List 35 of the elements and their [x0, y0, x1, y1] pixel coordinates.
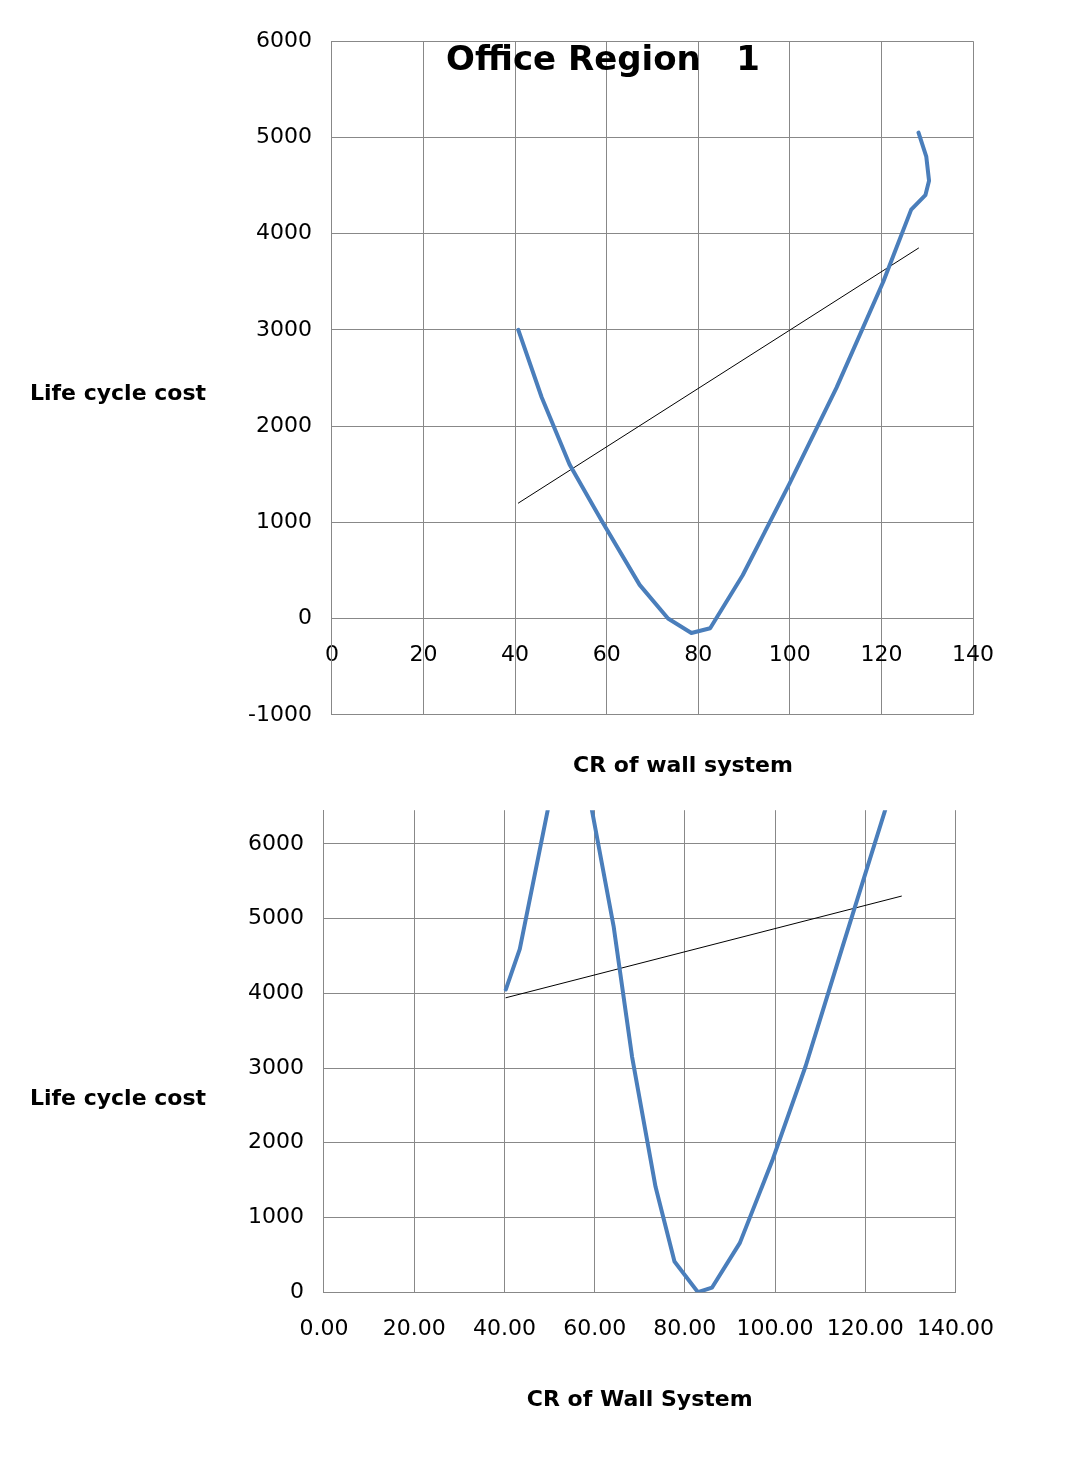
y-tick-label: -1000: [247, 700, 312, 726]
x-tick-label: 120.00: [826, 1315, 904, 1341]
x-tick-label: 20.00: [382, 1315, 446, 1341]
y-tick-label: 0: [297, 604, 312, 630]
y-tick-label: 0: [289, 1277, 304, 1303]
y-tick-label: 4000: [247, 979, 304, 1004]
x-tick-label: 140.00: [917, 1315, 994, 1341]
x-tick-label: 20: [409, 641, 438, 667]
y-tick-label: 1000: [255, 508, 312, 534]
y-tick-label: 2000: [247, 1128, 304, 1154]
chart-title: Office Region 1: [446, 38, 760, 79]
x-tick-label: 40: [501, 641, 530, 667]
x-tick-label: 60.00: [563, 1315, 627, 1341]
x-axis-title: CR of Wall System: [526, 1385, 753, 1411]
y-tick-label: 3000: [255, 315, 312, 341]
x-tick-label: 100.00: [736, 1315, 814, 1341]
y-axis-title: Life cycle cost: [29, 380, 207, 405]
x-tick-label: 0.00: [299, 1315, 349, 1341]
y-tick-label: 6000: [247, 829, 304, 855]
x-tick-label: 140: [952, 641, 994, 667]
y-tick-label: 3000: [247, 1053, 304, 1079]
x-tick-label: 120: [860, 641, 903, 667]
x-axis-title: CR of wall system: [573, 752, 793, 777]
y-tick-label: 5000: [247, 904, 304, 930]
x-tick-label: 100: [768, 641, 811, 667]
y-tick-label: 4000: [255, 219, 312, 245]
x-tick-label: 80: [684, 641, 713, 667]
x-tick-label: 40.00: [472, 1315, 536, 1341]
y-tick-label: 6000: [255, 26, 312, 52]
y-tick-label: 2000: [255, 411, 312, 437]
y-axis-title: Life cycle cost: [29, 1084, 207, 1110]
x-tick-label: 80.00: [653, 1315, 717, 1341]
x-tick-label: 60: [592, 641, 621, 667]
y-tick-label: 5000: [255, 123, 312, 149]
y-tick-label: 1000: [247, 1203, 304, 1229]
